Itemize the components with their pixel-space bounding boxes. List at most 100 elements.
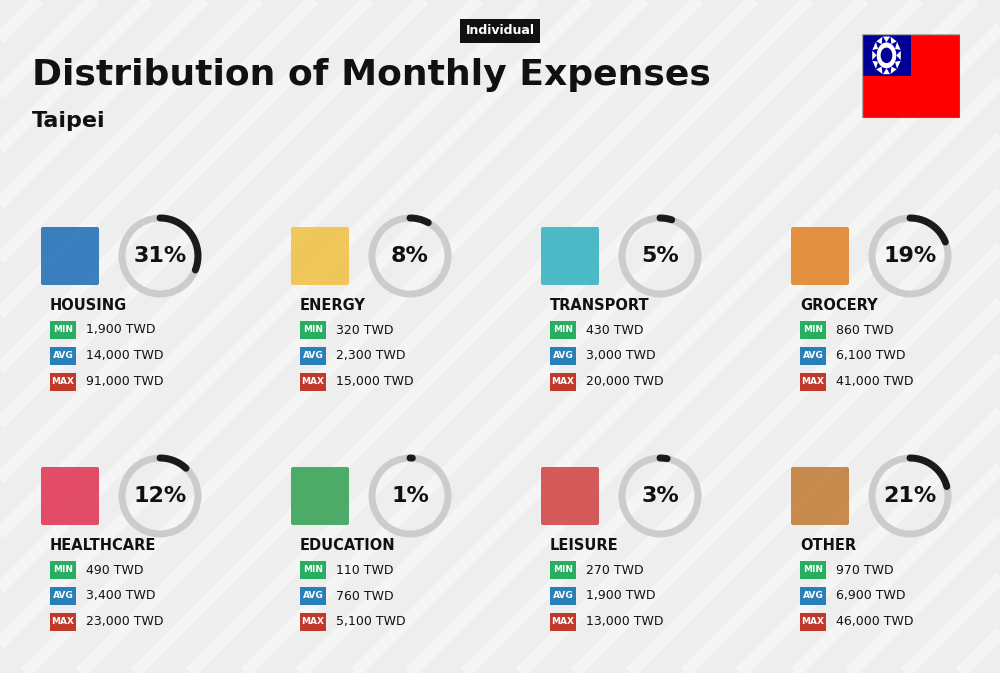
Text: 14,000 TWD: 14,000 TWD <box>86 349 164 363</box>
FancyBboxPatch shape <box>291 467 349 525</box>
Text: MAX: MAX <box>552 378 574 386</box>
FancyBboxPatch shape <box>550 321 576 339</box>
Text: AVG: AVG <box>553 351 573 361</box>
Text: GROCERY: GROCERY <box>800 299 878 314</box>
Polygon shape <box>896 50 901 60</box>
Text: 3,000 TWD: 3,000 TWD <box>586 349 656 363</box>
Circle shape <box>881 48 892 63</box>
FancyBboxPatch shape <box>550 347 576 365</box>
Text: Taipei: Taipei <box>32 111 106 131</box>
FancyBboxPatch shape <box>800 374 826 391</box>
Text: 91,000 TWD: 91,000 TWD <box>86 376 164 388</box>
Text: 430 TWD: 430 TWD <box>586 324 644 336</box>
Text: AVG: AVG <box>303 592 323 600</box>
FancyBboxPatch shape <box>791 227 849 285</box>
FancyBboxPatch shape <box>300 588 326 605</box>
Text: 860 TWD: 860 TWD <box>836 324 894 336</box>
Text: MAX: MAX <box>802 618 825 627</box>
Text: 21%: 21% <box>883 486 937 506</box>
FancyBboxPatch shape <box>550 613 576 631</box>
Text: MAX: MAX <box>802 378 825 386</box>
Text: MAX: MAX <box>52 378 74 386</box>
Polygon shape <box>895 61 901 69</box>
Text: MIN: MIN <box>803 326 823 334</box>
FancyBboxPatch shape <box>50 588 76 605</box>
FancyBboxPatch shape <box>291 227 349 285</box>
Text: EDUCATION: EDUCATION <box>300 538 396 553</box>
Text: OTHER: OTHER <box>800 538 856 553</box>
Circle shape <box>877 42 896 68</box>
FancyBboxPatch shape <box>800 613 826 631</box>
Text: 5,100 TWD: 5,100 TWD <box>336 616 406 629</box>
Text: 970 TWD: 970 TWD <box>836 563 894 577</box>
Text: 760 TWD: 760 TWD <box>336 590 394 602</box>
Text: MAX: MAX <box>52 618 74 627</box>
Polygon shape <box>883 36 890 42</box>
Text: AVG: AVG <box>53 592 73 600</box>
Text: 23,000 TWD: 23,000 TWD <box>86 616 164 629</box>
Polygon shape <box>891 67 897 74</box>
Text: MIN: MIN <box>53 565 73 575</box>
Polygon shape <box>872 61 878 69</box>
Text: ENERGY: ENERGY <box>300 299 366 314</box>
Text: HOUSING: HOUSING <box>50 299 127 314</box>
Text: 41,000 TWD: 41,000 TWD <box>836 376 914 388</box>
FancyBboxPatch shape <box>550 588 576 605</box>
Text: MIN: MIN <box>553 326 573 334</box>
FancyBboxPatch shape <box>41 227 99 285</box>
FancyBboxPatch shape <box>800 588 826 605</box>
FancyBboxPatch shape <box>50 613 76 631</box>
FancyBboxPatch shape <box>300 374 326 391</box>
Polygon shape <box>883 68 890 74</box>
Text: 320 TWD: 320 TWD <box>336 324 394 336</box>
FancyBboxPatch shape <box>541 467 599 525</box>
Text: MAX: MAX <box>302 378 324 386</box>
Polygon shape <box>876 67 882 74</box>
FancyBboxPatch shape <box>300 561 326 579</box>
Text: AVG: AVG <box>53 351 73 361</box>
FancyBboxPatch shape <box>41 467 99 525</box>
Text: MIN: MIN <box>553 565 573 575</box>
Text: 5%: 5% <box>641 246 679 266</box>
Text: 6,900 TWD: 6,900 TWD <box>836 590 906 602</box>
Bar <box>862 34 911 77</box>
Text: 6,100 TWD: 6,100 TWD <box>836 349 906 363</box>
FancyBboxPatch shape <box>50 347 76 365</box>
Polygon shape <box>872 50 877 60</box>
FancyBboxPatch shape <box>791 467 849 525</box>
FancyBboxPatch shape <box>300 613 326 631</box>
Polygon shape <box>891 37 897 44</box>
FancyBboxPatch shape <box>541 227 599 285</box>
Text: MIN: MIN <box>803 565 823 575</box>
Text: 1,900 TWD: 1,900 TWD <box>586 590 656 602</box>
Text: 46,000 TWD: 46,000 TWD <box>836 616 914 629</box>
Text: Individual: Individual <box>466 24 534 38</box>
FancyBboxPatch shape <box>300 347 326 365</box>
Text: 19%: 19% <box>883 246 937 266</box>
Text: 20,000 TWD: 20,000 TWD <box>586 376 664 388</box>
Text: 490 TWD: 490 TWD <box>86 563 144 577</box>
Text: AVG: AVG <box>553 592 573 600</box>
Text: 3%: 3% <box>641 486 679 506</box>
Text: TRANSPORT: TRANSPORT <box>550 299 650 314</box>
FancyBboxPatch shape <box>550 561 576 579</box>
Text: AVG: AVG <box>803 592 823 600</box>
FancyBboxPatch shape <box>50 374 76 391</box>
Text: 3,400 TWD: 3,400 TWD <box>86 590 156 602</box>
Polygon shape <box>872 42 878 50</box>
Text: MIN: MIN <box>53 326 73 334</box>
Text: LEISURE: LEISURE <box>550 538 619 553</box>
Text: 31%: 31% <box>133 246 187 266</box>
FancyBboxPatch shape <box>50 561 76 579</box>
Text: MAX: MAX <box>302 618 324 627</box>
Text: 1%: 1% <box>391 486 429 506</box>
FancyBboxPatch shape <box>550 374 576 391</box>
Text: MIN: MIN <box>303 565 323 575</box>
FancyBboxPatch shape <box>50 321 76 339</box>
Text: 270 TWD: 270 TWD <box>586 563 644 577</box>
Text: 110 TWD: 110 TWD <box>336 563 394 577</box>
Text: AVG: AVG <box>803 351 823 361</box>
Text: MAX: MAX <box>552 618 574 627</box>
Text: MIN: MIN <box>303 326 323 334</box>
Text: HEALTHCARE: HEALTHCARE <box>50 538 156 553</box>
